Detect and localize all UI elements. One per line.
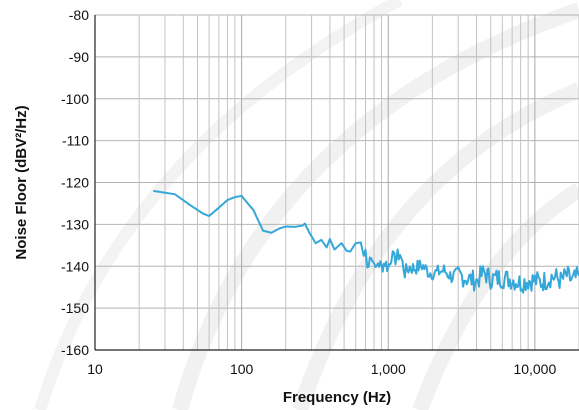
y-tick-label: -150 [61,300,89,316]
background-arc [34,0,403,410]
background-arc [172,2,579,410]
y-tick-label: -160 [61,342,89,358]
x-tick-label: 100 [230,361,254,377]
x-tick-label: 10 [87,361,103,377]
background-arcs [34,0,579,410]
noise-floor-series-line [153,189,579,294]
y-tick-label: -80 [69,7,89,23]
background-arc [412,183,579,410]
x-tick-label: 10,000 [513,361,556,377]
y-tick-label: -110 [62,133,89,149]
y-axis-title: Noise Floor (dBV²/Hz) [13,105,30,259]
y-tick-label: -140 [61,258,89,274]
tick-labels: -80 -90 -100 -110 -120 -130 -140 -150 -160 10 100 1… [61,7,557,377]
x-tick-label: 1,000 [371,361,406,377]
y-tick-label: -90 [69,49,89,65]
x-axis-title: Frequency (Hz) [283,389,391,406]
grid [94,14,579,351]
axes [94,15,579,351]
y-tick-label: -100 [61,91,89,107]
y-tick-label: -130 [61,216,89,232]
series-layer [153,189,579,294]
background-arc [292,82,579,410]
y-tick-label: -120 [61,175,89,191]
